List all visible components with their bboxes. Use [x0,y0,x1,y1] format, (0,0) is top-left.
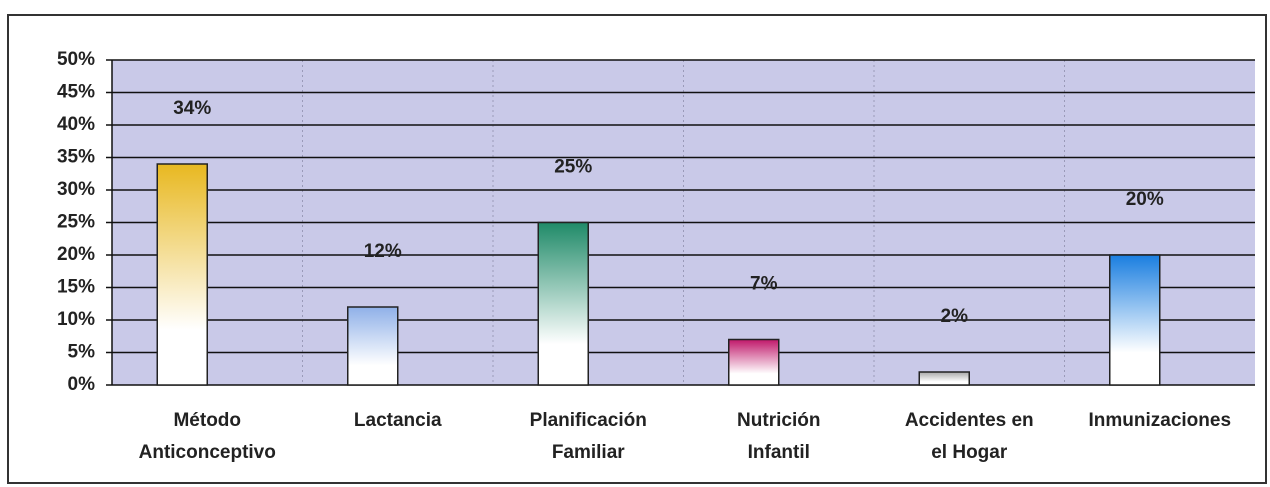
bar [156,163,208,386]
y-tick-label: 25% [57,212,95,233]
x-tick-label: Planificación [530,410,647,431]
bar [347,306,399,386]
x-tick-label: el Hogar [931,442,1008,463]
x-tick-label: Nutrición [737,410,820,431]
value-label: 12% [364,241,402,262]
y-tick-label: 45% [57,82,95,103]
x-tick-label: Accidentes en [905,410,1034,431]
y-tick-label: 40% [57,114,95,135]
frame [7,14,1267,484]
x-tick-label: Infantil [748,442,810,463]
y-tick-label: 0% [68,374,96,395]
y-tick-label: 5% [68,342,96,363]
y-tick-label: 20% [57,244,95,265]
value-label: 2% [941,306,969,327]
y-tick-label: 35% [57,147,95,168]
value-label: 25% [554,157,592,178]
x-tick-label: Anticonceptivo [139,442,276,463]
value-label: 20% [1126,189,1164,210]
y-tick-label: 30% [57,179,95,200]
x-tick-label: Método [173,410,241,431]
y-tick-label: 50% [57,49,95,70]
y-tick-label: 15% [57,277,95,298]
value-label: 34% [173,98,211,119]
bar [728,338,780,386]
bar [1109,254,1161,386]
x-tick-label: Inmunizaciones [1088,410,1231,431]
y-tick-label: 10% [57,309,95,330]
bar [537,221,589,386]
value-label: 7% [750,274,778,295]
bar [918,371,970,386]
x-tick-label: Familiar [552,442,625,463]
x-tick-label: Lactancia [354,410,442,431]
